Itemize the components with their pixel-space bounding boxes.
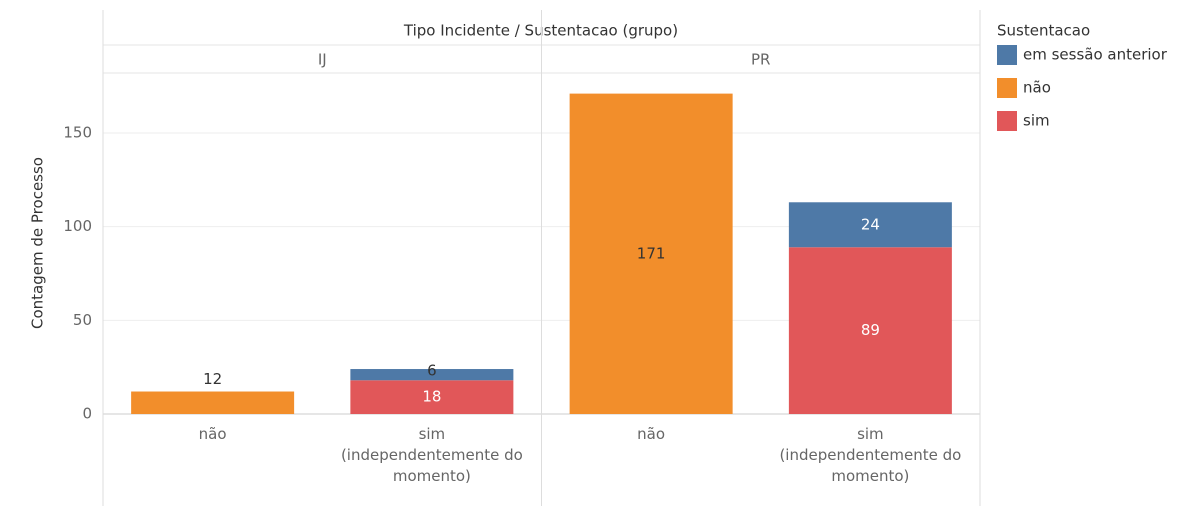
chart-title: Tipo Incidente / Sustentacao (grupo) xyxy=(403,22,678,40)
legend-label: sim xyxy=(1023,112,1050,130)
legend-title: Sustentacao xyxy=(997,22,1090,40)
data-label: 18 xyxy=(422,388,441,406)
legend-swatch xyxy=(997,111,1017,131)
x-tick-label: não xyxy=(637,425,666,443)
y-tick-label: 0 xyxy=(82,405,92,423)
data-label: 24 xyxy=(861,215,880,233)
data-label: 12 xyxy=(203,370,222,388)
legend-swatch xyxy=(997,45,1017,65)
bar-segment xyxy=(131,391,295,414)
legend-label: não xyxy=(1023,79,1051,97)
bar-segment xyxy=(788,247,952,414)
y-tick-label: 100 xyxy=(63,217,92,235)
y-tick-label: 50 xyxy=(73,311,92,329)
bar-segment xyxy=(569,93,733,414)
legend-swatch xyxy=(997,78,1017,98)
y-axis-label: Contagem de Processo xyxy=(29,157,47,329)
bar-segment xyxy=(350,380,514,414)
x-tick-label: não xyxy=(198,425,227,443)
group-label: IJ xyxy=(318,51,327,69)
x-tick-label: sim (independentemente do momento) xyxy=(340,425,523,485)
y-tick-label: 150 xyxy=(63,123,92,141)
group-label: PR xyxy=(751,51,770,69)
legend-label: em sessão anterior xyxy=(1023,46,1168,64)
data-label: 89 xyxy=(861,321,880,339)
x-tick-label: sim (independentemente do momento) xyxy=(779,425,962,485)
data-label: 6 xyxy=(427,362,437,380)
bar-segment xyxy=(350,369,514,381)
bar-segment xyxy=(788,202,952,248)
data-label: 171 xyxy=(637,244,666,262)
